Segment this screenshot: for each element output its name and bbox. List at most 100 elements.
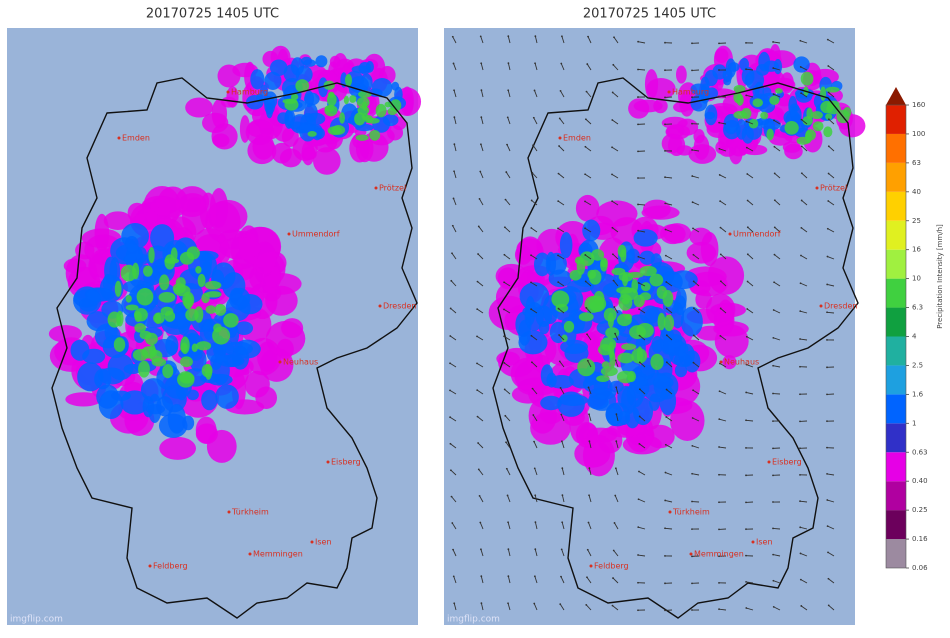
wind-arrow-head [559,118,561,120]
wind-arrow-head [637,96,639,98]
wind-arrow-head [612,577,614,579]
wind-arrow-head [827,200,829,202]
colorbar-tick-label: 4 [912,333,917,341]
watermark: imgflip.com [447,615,500,625]
precipitation [215,384,239,408]
wind-arrow-head [826,284,828,286]
precipitation [641,282,651,291]
wind-arrow-head [533,441,535,443]
city-label: Dresden [824,302,857,311]
precipitation [120,390,149,414]
wind-arrow-head [691,501,693,503]
wind-arrow-head [480,575,482,577]
wind-arrow-head [638,443,640,445]
city-marker [249,553,252,556]
precipitation [823,126,832,137]
city-marker [816,187,819,190]
city-marker [228,511,231,514]
wind-arrow-head [507,602,509,604]
wind-arrow-head [613,280,615,282]
wind-arrow-head [587,549,589,551]
city-label: Türkheim [672,508,710,517]
precipitation [666,125,684,138]
wind-arrow-head [746,121,748,123]
precipitation [306,113,325,125]
precipitation [579,312,594,321]
wind-arrow-head [615,359,617,361]
wind-arrow-head [664,123,666,125]
wind-arrow-head [772,393,774,395]
wind-arrow-head [611,200,613,202]
wind-arrow-head [800,92,802,94]
wind-arrow-head [801,145,803,147]
wind-arrow-head [692,228,694,230]
precipitation [162,385,187,412]
wind-arrow-head [746,147,748,149]
wind-arrow-head [665,255,667,257]
precipitation [176,277,186,288]
wind-arrow-head [508,62,510,64]
wind-arrow-head [719,200,721,202]
wind-arrow-head [800,579,802,581]
precipitation [589,387,616,400]
precipitation [758,52,770,72]
wind-arrow-head [534,35,536,37]
colorbar-tick-label: 40 [912,188,921,196]
wind-arrow-head [664,500,666,502]
wind-arrow-head [476,362,478,364]
wind-arrow-head [664,582,666,584]
wind-arrow-head [828,92,830,94]
wind-arrow-head [774,226,776,228]
wind-arrow-head [534,90,536,92]
wind-arrow-head [611,146,613,148]
wind-arrow-head [477,253,479,255]
wind-arrow-head [637,554,639,556]
wind-arrow-head [772,580,774,582]
wind-arrow-head [720,280,722,282]
wind-arrow-head [745,474,747,476]
precipitation [266,321,306,357]
wind-arrow-head [718,148,720,150]
precipitation [205,291,222,297]
precipitation [82,349,105,364]
wind-arrow-head [506,144,508,146]
wind-arrow-head [453,143,455,145]
wind-arrow-head [826,420,828,422]
precipitation [182,292,194,308]
wind-arrow-head [665,472,667,474]
wind-arrow-head [691,70,693,72]
precipitation [362,101,367,110]
colorbar-tick-label: 1 [912,419,916,427]
city-label: Emden [563,134,591,143]
precipitation [159,437,196,460]
wind-arrow-head [747,281,749,283]
colorbar-tick-label: 6.3 [912,304,923,312]
wind-arrow-head [587,36,589,38]
wind-arrow-head [799,447,801,449]
precipitation [344,96,349,104]
precipitation [752,85,759,97]
wind-arrow-head [559,361,561,363]
wind-arrow-head [772,554,774,556]
wind-arrow-head [534,62,536,64]
wind-arrow-head [745,94,747,96]
precipitation [180,356,193,367]
wind-arrow-head [531,335,533,337]
wind-arrow-head [615,386,617,388]
wind-arrow-head [533,603,535,605]
wind-arrow-head [665,229,667,231]
precipitation [541,364,554,386]
wind-arrow-head [746,173,748,175]
wind-arrow-head [561,548,563,550]
precipitation [345,74,352,86]
wind-arrow-head [534,575,536,577]
precipitation [637,346,643,364]
precipitation [547,253,567,275]
wind-arrow-head [503,335,505,337]
wind-arrow-head [478,469,480,471]
precipitation [134,308,148,321]
precipitation [328,92,335,98]
precipitation [582,220,600,242]
panel-title: 20170725 1405 UTC [146,7,279,22]
colorbar-tick-label: 0.06 [912,564,928,572]
